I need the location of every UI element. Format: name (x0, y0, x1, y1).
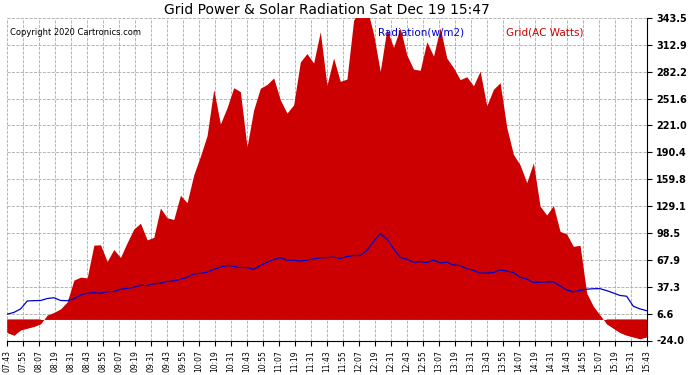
Title: Grid Power & Solar Radiation Sat Dec 19 15:47: Grid Power & Solar Radiation Sat Dec 19 … (164, 3, 490, 17)
Text: Grid(AC Watts): Grid(AC Watts) (506, 28, 584, 38)
Text: Radiation(w/m2): Radiation(w/m2) (378, 28, 464, 38)
Text: Copyright 2020 Cartronics.com: Copyright 2020 Cartronics.com (10, 28, 141, 37)
